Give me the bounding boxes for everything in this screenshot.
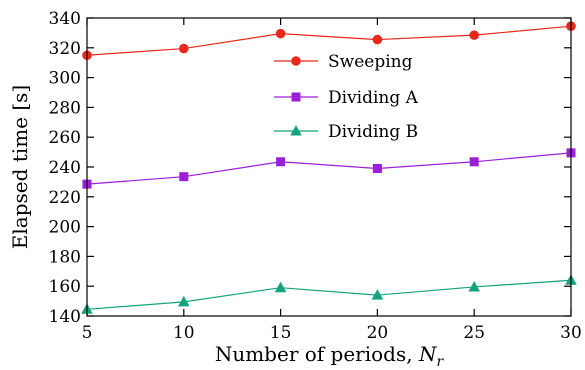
data-point-dividing-b (371, 289, 384, 300)
series-dividing-b (81, 274, 577, 314)
x-tick-label: 5 (82, 323, 93, 343)
legend-swatch-marker (291, 56, 301, 66)
data-point-sweeping (469, 30, 480, 40)
x-tick-label: 30 (560, 323, 582, 343)
x-axis-title-subscript: r (436, 354, 444, 370)
y-tick-label: 220 (49, 188, 81, 208)
legend-entry-sweeping: Sweeping (274, 52, 413, 72)
series-dividing-a (82, 148, 576, 189)
y-tick-label: 180 (49, 247, 81, 267)
series-line-dividing-a (86, 152, 572, 185)
series-layer (81, 21, 577, 314)
y-tick-label: 240 (49, 158, 81, 178)
legend-label: Sweeping (328, 52, 413, 72)
y-tick-label: 320 (49, 39, 81, 59)
series-line-dividing-b (86, 279, 572, 310)
x-axis-title: Number of periods, Nr (215, 342, 445, 370)
data-point-dividing-b (178, 295, 190, 307)
legend-label: Dividing A (328, 88, 419, 108)
x-axis-title-text: Number of periods, (215, 342, 419, 366)
y-axis-ticks: 140 160 180 200 220 240 260 280 300 320 340 (49, 9, 571, 327)
y-tick-label: 200 (49, 218, 81, 238)
series-sweeping (82, 21, 576, 61)
data-point-dividing-a (276, 157, 286, 167)
data-point-dividing-a (469, 157, 479, 167)
y-tick-label: 340 (49, 9, 81, 29)
data-point-dividing-a (372, 163, 382, 173)
data-point-sweeping (275, 28, 286, 39)
data-point-dividing-b (468, 280, 480, 292)
legend-entry-dividing-b: Dividing B (274, 122, 418, 142)
x-tick-label: 20 (367, 323, 389, 343)
data-point-dividing-a (179, 172, 189, 182)
x-axis-title-symbol: N (418, 342, 438, 366)
y-tick-label: 300 (49, 69, 81, 89)
y-tick-label: 140 (49, 307, 81, 327)
legend: Sweeping Dividing A Dividing B (274, 52, 419, 142)
y-tick-label: 260 (49, 128, 81, 148)
data-point-dividing-b (274, 281, 287, 293)
y-tick-label: 280 (49, 98, 81, 118)
legend-swatch-marker (291, 92, 301, 102)
legend-entry-dividing-a: Dividing A (274, 88, 419, 108)
y-axis-title: Elapsed time [s] (8, 85, 32, 249)
legend-label: Dividing B (328, 122, 418, 142)
plot-frame (86, 17, 572, 317)
data-point-sweeping (372, 34, 383, 45)
series-line-sweeping (86, 25, 572, 56)
data-point-sweeping (179, 43, 189, 54)
x-tick-label: 10 (173, 323, 195, 343)
y-tick-label: 160 (49, 277, 81, 297)
legend-swatch-marker (290, 125, 302, 136)
x-tick-label: 25 (463, 323, 485, 343)
x-tick-label: 15 (270, 323, 292, 343)
